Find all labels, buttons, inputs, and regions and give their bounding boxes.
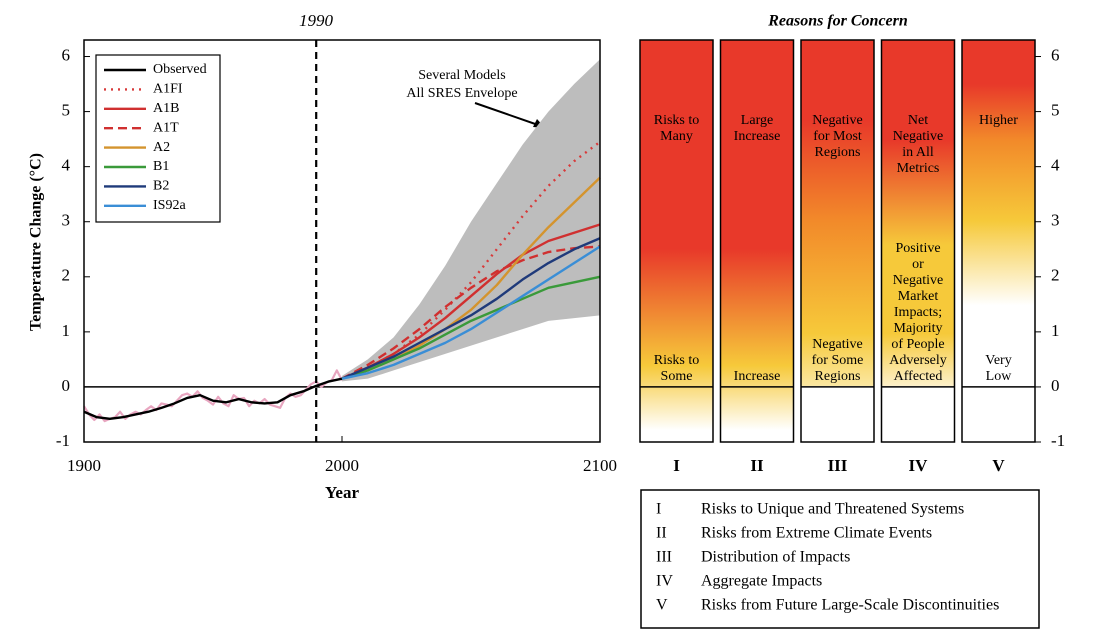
- risk-upper-text: Risks to: [654, 113, 700, 128]
- risk-upper-text: for Most: [813, 129, 862, 144]
- envelope: [342, 59, 600, 382]
- y-tick-label: -1: [1051, 431, 1065, 450]
- concern-column: [800, 39, 875, 443]
- y-tick-label: 3: [62, 211, 71, 230]
- risk-upper-text: Net: [908, 113, 928, 128]
- risk-lower-text: or: [912, 257, 924, 272]
- y-tick-label: 0: [1051, 376, 1060, 395]
- key-numeral: V: [656, 597, 668, 614]
- key-box: [640, 489, 1040, 629]
- key-numeral: IV: [656, 573, 673, 590]
- risk-upper-text: in All: [902, 145, 934, 160]
- y-tick-label: 5: [62, 100, 71, 119]
- risk-upper-text: Metrics: [897, 161, 940, 176]
- y-tick-label: 6: [1051, 45, 1060, 64]
- risk-upper-text: Increase: [734, 129, 781, 144]
- panel-title: Reasons for Concern: [767, 13, 908, 30]
- risk-lower-text: Regions: [815, 369, 861, 384]
- concern-column: [880, 39, 956, 443]
- y-tick-label: 4: [62, 156, 71, 175]
- risk-lower-text: Some: [661, 369, 693, 384]
- column-label: I: [673, 456, 680, 475]
- risk-lower-text: Positive: [895, 241, 940, 256]
- series-line: [83, 369, 343, 423]
- key-text: Risks from Future Large-Scale Discontinu…: [701, 597, 999, 614]
- y-tick-label: 2: [1051, 266, 1060, 285]
- legend-label: IS92a: [153, 198, 186, 213]
- key-numeral: II: [656, 525, 667, 542]
- risk-lower-text: Affected: [894, 369, 943, 384]
- risk-lower-text: Very: [985, 353, 1011, 368]
- legend-label: A1T: [153, 120, 179, 135]
- risk-upper-text: Many: [660, 129, 693, 144]
- risk-lower-text: Negative: [893, 273, 944, 288]
- series-line: [341, 245, 601, 380]
- risk-lower-text: Low: [986, 369, 1013, 384]
- annotation: Several Models: [418, 68, 505, 83]
- concern-column: [639, 39, 714, 443]
- legend-box: [95, 54, 221, 223]
- column-label: IV: [909, 456, 929, 475]
- legend-label: A2: [153, 140, 170, 155]
- key-numeral: III: [656, 549, 672, 566]
- concern-column: [961, 39, 1036, 443]
- legend-label: A1FI: [153, 82, 183, 97]
- risk-lower-text: Majority: [894, 321, 943, 336]
- y-tick-label: 5: [1051, 100, 1060, 119]
- risk-lower-text: Risks to: [654, 353, 700, 368]
- key-text: Aggregate Impacts: [701, 573, 822, 590]
- risk-upper-text: Negative: [893, 129, 944, 144]
- risk-lower-text: Increase: [734, 369, 781, 384]
- column-label: III: [828, 456, 848, 475]
- y-tick-label: 0: [62, 376, 71, 395]
- key-text: Risks to Unique and Threatened Systems: [701, 501, 964, 518]
- y-tick-label: 6: [62, 45, 71, 64]
- risk-lower-text: of People: [891, 337, 944, 352]
- series-line: [341, 237, 601, 380]
- legend-label: Observed: [153, 62, 207, 77]
- risk-upper-text: Negative: [812, 113, 863, 128]
- y-axis-title: Temperature Change (°C): [28, 153, 45, 331]
- risk-lower-text: Market: [898, 289, 939, 304]
- risk-lower-text: Adversely: [889, 353, 947, 368]
- key-text: Risks from Extreme Climate Events: [701, 525, 932, 542]
- y-tick-label: 3: [1051, 211, 1060, 230]
- y-tick-label: -1: [56, 431, 70, 450]
- x-tick-label: 1900: [67, 456, 101, 475]
- y-tick-label: 2: [62, 266, 71, 285]
- legend-label: B2: [153, 179, 169, 194]
- risk-upper-text: Regions: [815, 145, 861, 160]
- annotation: All SRES Envelope: [406, 86, 517, 101]
- x-tick-label: 2100: [583, 456, 617, 475]
- series-line: [341, 275, 601, 380]
- y-tick-label: 4: [1051, 156, 1060, 175]
- key-numeral: I: [656, 501, 661, 518]
- risk-lower-text: Impacts;: [894, 305, 942, 320]
- x-tick-label: 2000: [325, 456, 359, 475]
- risk-lower-text: Negative: [812, 337, 863, 352]
- column-label: V: [992, 456, 1005, 475]
- x-axis-title: Year: [325, 483, 359, 502]
- series-line: [83, 377, 343, 421]
- series-line: [341, 223, 601, 380]
- y-tick-label: 1: [62, 321, 71, 340]
- legend-label: B1: [153, 159, 169, 174]
- risk-lower-text: for Some: [812, 353, 864, 368]
- risk-upper-text: Large: [741, 113, 773, 128]
- series-line: [341, 245, 601, 380]
- key-text: Distribution of Impacts: [701, 549, 850, 566]
- column-label: II: [750, 456, 764, 475]
- legend-label: A1B: [153, 101, 179, 116]
- concern-column: [719, 39, 795, 443]
- risk-upper-text: Higher: [979, 113, 1018, 128]
- annotation-arrow: [474, 102, 542, 127]
- y-tick-label: 1: [1051, 321, 1060, 340]
- vline-label: 1990: [299, 11, 334, 30]
